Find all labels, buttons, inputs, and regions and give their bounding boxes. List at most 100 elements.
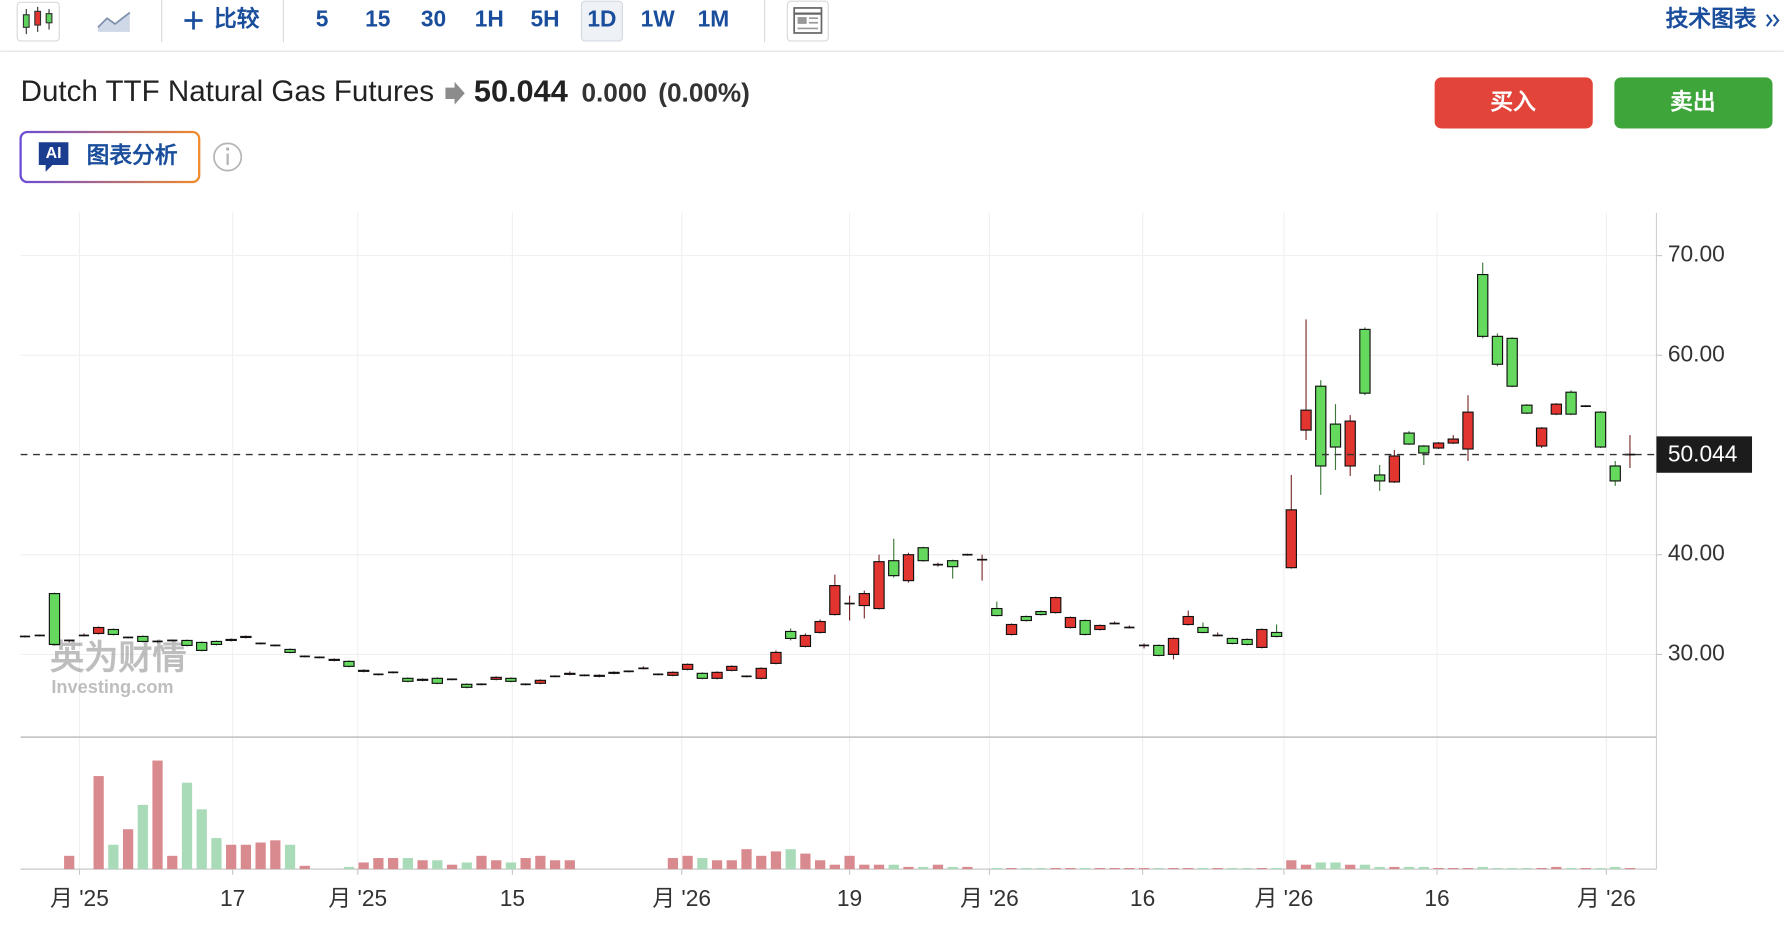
volume-bar	[255, 842, 266, 870]
candle-body	[416, 678, 429, 681]
volume-bar	[800, 853, 811, 870]
candle-body	[357, 669, 370, 672]
interval-button[interactable]: 30	[421, 5, 446, 31]
volume-bar	[1065, 868, 1076, 870]
buy-button[interactable]: 买入	[1434, 77, 1593, 129]
candle-body	[490, 676, 502, 680]
layout-icon-button[interactable]	[786, 0, 829, 42]
interval-button[interactable]: 1W	[641, 5, 676, 31]
candle-body	[1167, 637, 1180, 655]
volume-bar	[1315, 862, 1326, 870]
candle-body	[1491, 335, 1504, 365]
candle-body	[1035, 610, 1047, 616]
volume-bar	[1433, 868, 1444, 870]
volume-bar	[299, 865, 310, 870]
volume-bar	[564, 860, 575, 870]
volume-bar	[1300, 864, 1312, 870]
volume-bar	[1595, 868, 1606, 870]
info-icon[interactable]	[213, 142, 243, 172]
header: Dutch TTF Natural Gas Futures 50.044 0.0…	[19, 73, 1773, 184]
x-tick-label: 月 '26	[652, 885, 711, 911]
volume-bar	[918, 866, 929, 870]
volume-bar	[1565, 868, 1577, 870]
candle-body	[137, 635, 149, 643]
volume-bar	[1080, 868, 1091, 870]
volume-bar	[1492, 868, 1503, 870]
candle-body	[181, 639, 193, 647]
volume-bar	[873, 864, 885, 870]
volume-bar	[461, 862, 472, 870]
candle-body	[1315, 385, 1327, 467]
interval-button[interactable]: 1H	[475, 5, 504, 31]
candle-body	[755, 667, 767, 679]
volume-bar	[1168, 868, 1179, 870]
volume-bar	[1507, 868, 1518, 870]
candle-body	[1226, 637, 1239, 645]
volume-bar	[1624, 868, 1636, 870]
compare-button[interactable]: 比较	[214, 5, 260, 31]
volume-bar	[903, 866, 914, 870]
sell-button[interactable]: 卖出	[1614, 77, 1773, 129]
interval-button[interactable]: 5H	[530, 5, 559, 31]
volume-bar	[1227, 868, 1238, 870]
price-change: 0.000	[581, 77, 646, 107]
volume-bar	[64, 855, 75, 870]
volume-bar	[343, 866, 355, 870]
candle-body	[1344, 420, 1356, 467]
volume-bar	[667, 858, 679, 870]
volume-bar	[1345, 864, 1356, 870]
candle-body	[402, 677, 414, 682]
interval-button[interactable]: 1M	[698, 5, 730, 31]
volume-bar	[1359, 864, 1371, 870]
ai-analysis-button[interactable]: AI 图表分析	[19, 130, 201, 184]
candle-body	[1182, 615, 1194, 626]
candle-body	[1535, 427, 1548, 447]
volume-bar	[1448, 868, 1459, 870]
volume-bar	[697, 858, 708, 870]
volume-bar	[1256, 868, 1267, 870]
candle-body	[1594, 411, 1607, 448]
watermark-en: Investing.com	[51, 677, 173, 697]
candle-body	[667, 671, 679, 676]
last-price-label: 50.044	[1668, 441, 1738, 467]
volume-bar	[991, 868, 1002, 870]
candle-body	[902, 554, 915, 582]
volume-bar	[1035, 868, 1047, 870]
volume-bar	[785, 849, 796, 870]
volume-bar	[1197, 868, 1209, 870]
candle-body	[770, 651, 782, 664]
candle-body	[858, 593, 870, 607]
candle-body	[1005, 623, 1018, 636]
candle-body	[1300, 409, 1312, 431]
candle-body	[1197, 626, 1209, 634]
candle-body	[284, 648, 296, 653]
candle-body	[1462, 411, 1474, 450]
watermark: 英为财情 Investing.com	[50, 639, 186, 697]
volume-bar	[888, 864, 899, 870]
volume-bar	[844, 855, 855, 870]
volume-bar	[1094, 868, 1106, 870]
candle-body	[1270, 631, 1283, 638]
volume-bar	[1124, 868, 1135, 870]
area-icon-button[interactable]	[97, 11, 131, 32]
candle-body	[431, 677, 443, 684]
candle-body	[991, 607, 1003, 617]
volume-bar	[211, 838, 222, 870]
x-tick-label: 月 '26	[1577, 885, 1636, 911]
volume-bar	[741, 849, 752, 870]
volume-bar	[549, 860, 561, 870]
technical-chart-link[interactable]: 技术图表	[1666, 5, 1757, 31]
selected-interval-box	[580, 0, 623, 42]
interval-button[interactable]: 1D	[587, 5, 616, 31]
interval-button[interactable]: 15	[365, 5, 391, 31]
volume-bar	[1418, 866, 1429, 870]
volume-bar	[1610, 866, 1621, 870]
volume-bar	[1242, 868, 1253, 870]
y-tick-label: 40.00	[1668, 540, 1725, 566]
x-tick-label: 19	[837, 885, 862, 911]
x-tick-label: 17	[220, 885, 245, 911]
volume-bar	[491, 860, 502, 870]
volume-bar	[859, 864, 870, 870]
interval-button[interactable]: 5	[316, 5, 329, 31]
volume-bar	[1183, 868, 1194, 870]
